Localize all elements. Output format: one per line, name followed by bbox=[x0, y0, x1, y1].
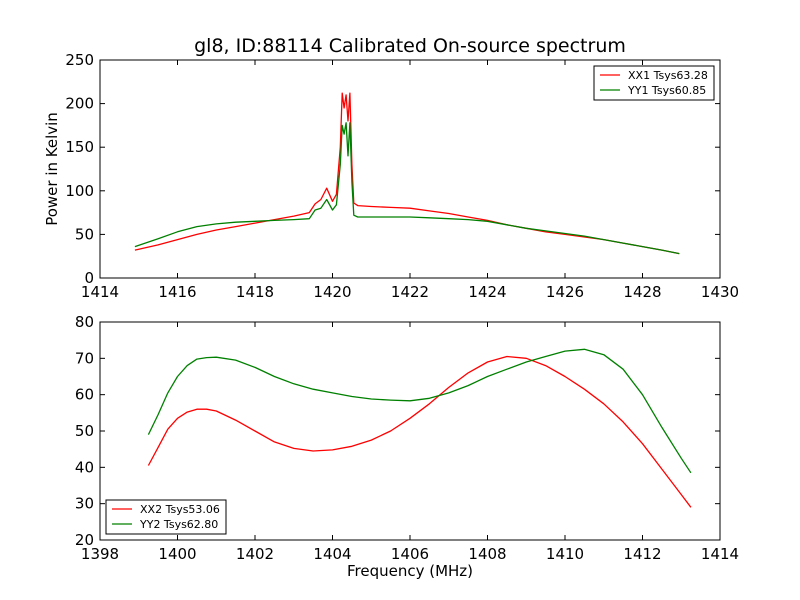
top-chart-marks bbox=[134, 92, 680, 255]
top-chart: gl8, ID:88114 Calibrated On-source spect… bbox=[43, 35, 739, 301]
y-axis-label: Power in Kelvin bbox=[43, 112, 61, 226]
series-line-xx1 bbox=[134, 92, 680, 255]
y-tick-label: 50 bbox=[75, 422, 94, 440]
x-axis-label: Frequency (MHz) bbox=[347, 562, 473, 580]
series-line-xx2 bbox=[147, 355, 692, 508]
legend-label-xx1: XX1 Tsys63.28 bbox=[628, 69, 708, 82]
x-tick-label: 1398 bbox=[81, 545, 119, 563]
x-tick-label: 1414 bbox=[81, 283, 119, 301]
y-tick-label: 30 bbox=[75, 495, 94, 513]
y-tick-label: 100 bbox=[65, 182, 94, 200]
series-line-yy1 bbox=[134, 122, 680, 255]
top-chart-legend: XX1 Tsys63.28 YY1 Tsys60.85 bbox=[593, 65, 715, 101]
x-tick-label: 1426 bbox=[546, 283, 584, 301]
y-tick-label: 40 bbox=[75, 458, 94, 476]
bottom-chart-legend: XX2 Tsys53.06 YY2 Tsys62.80 bbox=[105, 499, 227, 535]
x-tick-label: 1410 bbox=[546, 545, 584, 563]
y-tick-label: 20 bbox=[75, 531, 94, 549]
y-tick-label: 60 bbox=[75, 386, 94, 404]
x-tick-label: 1422 bbox=[391, 283, 429, 301]
y-tick-label: 150 bbox=[65, 138, 94, 156]
x-tick-label: 1402 bbox=[236, 545, 274, 563]
series-line-yy2 bbox=[147, 348, 692, 474]
y-tick-label: 250 bbox=[65, 51, 94, 69]
y-tick-label: 80 bbox=[75, 313, 94, 331]
x-tick-label: 1412 bbox=[623, 545, 661, 563]
legend-label-xx2: XX2 Tsys53.06 bbox=[140, 503, 220, 516]
legend-box bbox=[593, 65, 715, 101]
x-tick-label: 1408 bbox=[468, 545, 506, 563]
bottom-chart: Frequency (MHz) 1398 1400 1402 1404 1406 1408… bbox=[75, 313, 739, 580]
top-chart-ticks: 1414 1416 1418 1420 1422 1424 1426 1428 1430 0 50 1… bbox=[65, 51, 739, 301]
y-tick-label: 70 bbox=[75, 349, 94, 367]
y-tick-label: 0 bbox=[84, 269, 94, 287]
x-tick-label: 1418 bbox=[236, 283, 274, 301]
bottom-chart-ticks: 1398 1400 1402 1404 1406 1408 1410 1412 1414 20 30… bbox=[75, 313, 739, 563]
x-tick-label: 1430 bbox=[701, 283, 739, 301]
x-tick-label: 1406 bbox=[391, 545, 429, 563]
x-tick-label: 1428 bbox=[623, 283, 661, 301]
x-tick-label: 1416 bbox=[158, 283, 196, 301]
legend-label-yy2: YY2 Tsys62.80 bbox=[139, 518, 218, 531]
legend-label-yy1: YY1 Tsys60.85 bbox=[627, 84, 706, 97]
legend-box bbox=[105, 499, 227, 535]
y-tick-label: 200 bbox=[65, 95, 94, 113]
x-tick-label: 1404 bbox=[313, 545, 351, 563]
x-tick-label: 1400 bbox=[158, 545, 196, 563]
x-tick-label: 1424 bbox=[468, 283, 506, 301]
bottom-chart-marks bbox=[147, 348, 692, 508]
y-tick-label: 50 bbox=[75, 225, 94, 243]
chart-title: gl8, ID:88114 Calibrated On-source spect… bbox=[194, 35, 626, 57]
x-tick-label: 1414 bbox=[701, 545, 739, 563]
x-tick-label: 1420 bbox=[313, 283, 351, 301]
